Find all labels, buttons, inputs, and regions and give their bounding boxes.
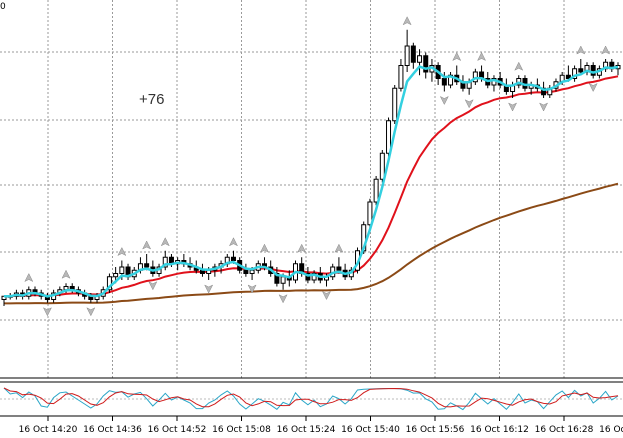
- fractal-up-marker: [402, 16, 412, 26]
- chart-grid: [0, 0, 623, 378]
- fractal-up-marker: [452, 51, 462, 62]
- candle-body: [379, 152, 385, 180]
- fractal-down-marker: [42, 307, 52, 317]
- time-tick-label: 16 Oct 15:56: [406, 425, 465, 435]
- candle-body: [423, 55, 429, 73]
- fractal-up-marker: [334, 243, 344, 253]
- candle-body: [441, 78, 447, 86]
- corner-label: 0: [0, 2, 6, 12]
- fractal-down-marker: [439, 95, 449, 106]
- candle-body: [106, 276, 112, 291]
- candle-body: [572, 68, 578, 79]
- fractal-down-marker: [86, 307, 96, 317]
- fractal-down-marker: [247, 284, 257, 294]
- fractal-down-marker: [464, 99, 474, 109]
- oscillator-signal-line: [3, 387, 619, 408]
- candle-body: [230, 256, 236, 261]
- chart-annotation: +76: [139, 91, 164, 108]
- candle-body: [367, 201, 373, 226]
- time-tick-label: 16 Oct 15:24: [277, 425, 336, 435]
- moving-average-fast: [4, 65, 619, 298]
- candle-body: [541, 87, 547, 96]
- candle-body: [113, 273, 119, 278]
- time-axis: 16 Oct 14:20 16 Oct 14:36 16 Oct 14:52 16 O…: [19, 416, 623, 435]
- ema-mid-line: [4, 75, 619, 298]
- moving-average-slow: [4, 182, 619, 305]
- fractal-markers: [24, 16, 611, 317]
- time-tick-label: 16 Oct 16:44: [599, 425, 623, 435]
- candles: [1, 29, 621, 306]
- fractal-up-marker: [476, 51, 487, 62]
- moving-average-mid: [4, 75, 619, 298]
- candle-body: [392, 87, 398, 122]
- candle-body: [249, 269, 255, 274]
- time-tick-label: 16 Oct 15:08: [212, 425, 271, 435]
- oscillator-panel: [0, 387, 623, 411]
- candle-body: [590, 65, 596, 76]
- time-tick-label: 16 Oct 16:12: [470, 425, 529, 435]
- fractal-down-marker: [204, 284, 214, 294]
- candle-body: [386, 120, 392, 154]
- fractal-up-marker: [24, 272, 34, 283]
- fractal-up-marker: [259, 243, 270, 253]
- fractal-down-marker: [588, 82, 598, 93]
- ema-fast-line: [4, 65, 619, 298]
- time-tick-label: 16 Oct 14:20: [19, 425, 78, 435]
- time-tick-label: 16 Oct 14:52: [148, 425, 207, 435]
- candle-body: [336, 266, 342, 271]
- candle-body: [119, 266, 125, 274]
- fractal-up-marker: [297, 243, 307, 253]
- candle-body: [565, 74, 571, 79]
- candle-body: [144, 263, 150, 268]
- fractal-up-marker: [576, 45, 586, 55]
- fractal-up-marker: [160, 237, 170, 247]
- candle-body: [578, 68, 584, 73]
- fractal-up-marker: [117, 246, 127, 257]
- ema-slow-line: [4, 182, 619, 305]
- candle-body: [373, 178, 379, 203]
- candle-body: [417, 55, 423, 63]
- candle-body: [404, 45, 410, 66]
- fractal-up-marker: [61, 269, 71, 279]
- fractal-up-marker: [228, 237, 239, 247]
- fractal-down-marker: [539, 102, 549, 112]
- time-tick-label: 16 Oct 15:40: [341, 425, 400, 435]
- candle-body: [398, 65, 404, 89]
- candle-body: [280, 276, 286, 284]
- oscillator-main-line: [3, 387, 619, 411]
- fractal-up-marker: [142, 240, 152, 250]
- time-tick-label: 16 Oct 14:36: [83, 425, 142, 435]
- fractal-down-marker: [148, 281, 158, 291]
- fractal-down-marker: [278, 294, 288, 304]
- fractal-down-marker: [508, 102, 518, 112]
- fractal-up-marker: [514, 61, 524, 71]
- time-tick-label: 16 Oct 16:28: [535, 425, 594, 435]
- candle-body: [243, 269, 249, 274]
- candle-body: [162, 256, 168, 268]
- fractal-down-marker: [321, 290, 332, 301]
- fractal-up-marker: [601, 45, 611, 55]
- candle-body: [410, 45, 416, 63]
